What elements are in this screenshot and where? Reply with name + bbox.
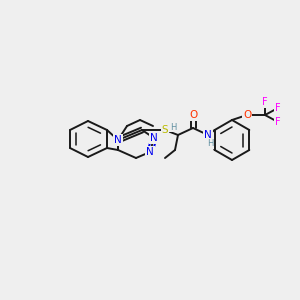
Text: F: F — [275, 103, 281, 113]
Text: O: O — [243, 110, 251, 120]
Text: N: N — [204, 130, 212, 140]
Text: N: N — [150, 133, 158, 143]
Text: S: S — [162, 125, 168, 135]
Text: N: N — [114, 135, 122, 145]
Text: H: H — [170, 122, 176, 131]
Text: F: F — [275, 117, 281, 127]
Text: N: N — [146, 147, 154, 157]
Text: H: H — [207, 140, 213, 148]
Text: O: O — [189, 110, 197, 120]
Text: F: F — [262, 97, 268, 107]
